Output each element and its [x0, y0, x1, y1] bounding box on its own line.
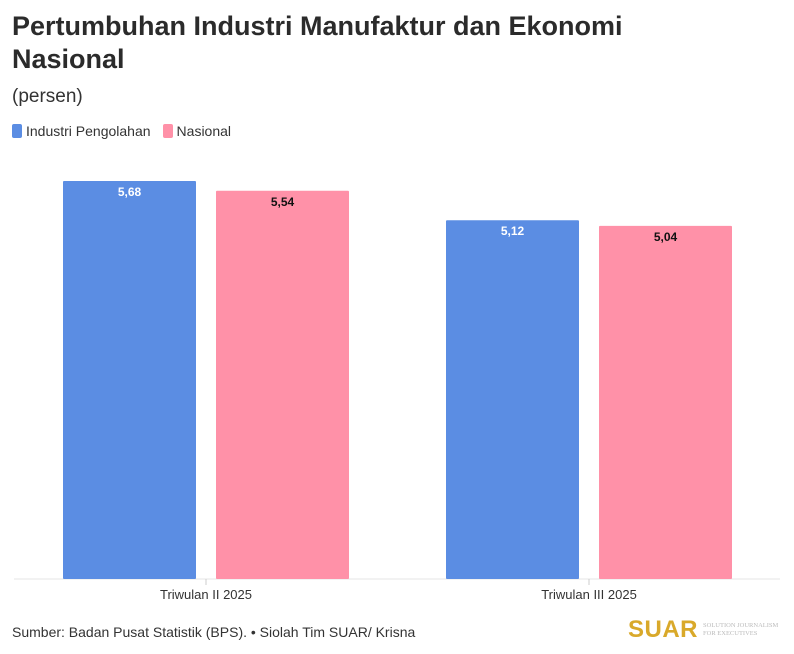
- source-note: Sumber: Badan Pusat Statistik (BPS). • S…: [12, 624, 416, 640]
- chart-title: Pertumbuhan Industri Manufaktur dan Ekon…: [12, 11, 623, 74]
- bar-0-1[interactable]: [216, 190, 349, 579]
- legend-item-nasional[interactable]: Nasional: [162, 123, 232, 139]
- data-label-0-1: 5,54: [271, 195, 295, 209]
- x-tick-label-1: Triwulan III 2025: [541, 587, 637, 602]
- data-label-1-0: 5,12: [501, 224, 525, 238]
- brand-logo: SUAR Solution Journalism for Executives: [628, 616, 783, 644]
- bar-0-0[interactable]: [63, 181, 196, 579]
- data-label-0-0: 5,68: [118, 185, 142, 199]
- legend-item-industri[interactable]: Industri Pengolahan: [12, 123, 151, 139]
- legend-swatch-industri: [12, 124, 22, 138]
- bar-1-1[interactable]: [599, 225, 732, 579]
- legend-swatch-nasional: [162, 124, 173, 138]
- x-tick-label-0: Triwulan II 2025: [160, 587, 252, 602]
- legend-label-nasional: Nasional: [176, 123, 232, 139]
- bar-1-0[interactable]: [446, 220, 579, 579]
- legend-label-industri: Industri Pengolahan: [26, 123, 151, 139]
- data-label-1-1: 5,04: [654, 230, 678, 244]
- legend: Industri Pengolahan Nasional: [12, 123, 235, 139]
- brand-name: SUAR: [628, 616, 699, 643]
- brand-tagline: Solution Journalism for Executives: [703, 622, 779, 637]
- bar-chart: 5,68 5,54 Triwulan II 2025 5,12 5,04 Triwulan…: [14, 181, 780, 602]
- chart-subtitle: (persen): [12, 86, 83, 107]
